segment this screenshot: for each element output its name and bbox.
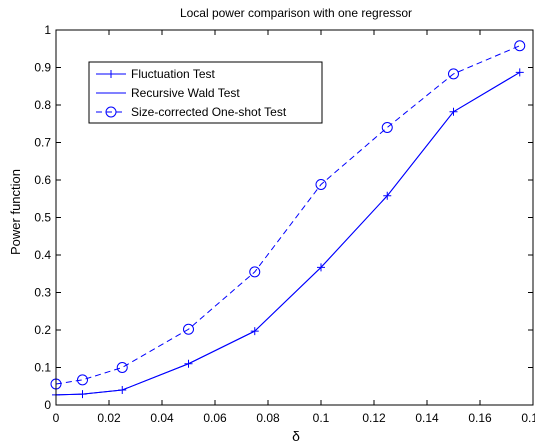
y-tick-label: 0.3: [34, 286, 51, 300]
series-3-point: [315, 179, 327, 190]
legend: Fluctuation Test Recursive Wald Test Size-…: [88, 61, 323, 124]
x-tick-label: 0.18: [521, 411, 535, 425]
series-line-3: [55, 45, 520, 385]
series-3-point: [514, 40, 526, 52]
x-axis-label: δ: [292, 428, 300, 444]
x-tick-label: 0: [53, 411, 60, 425]
axes-frame: [55, 29, 534, 406]
series-3-point: [183, 323, 194, 335]
chart-title: Local power comparison with one regresso…: [180, 6, 412, 20]
series-1-point: [515, 68, 524, 77]
legend-label-3: Size-corrected One-shot Test: [131, 105, 287, 119]
y-axis-label: Power function: [8, 169, 23, 255]
x-tick-label: 0.08: [256, 411, 280, 425]
legend-marker-1: [107, 70, 115, 78]
series-3-point: [448, 68, 459, 80]
axis-ticks: 0 0.02 0.04 0.06 0.08 0.1 0.12 0.14 0.16 0.18 0 0.1…: [34, 23, 535, 425]
x-tick-label: 0.06: [203, 411, 227, 425]
x-tick-label: 0.02: [97, 411, 121, 425]
y-tick-label: 0.2: [34, 323, 51, 337]
legend-box: [88, 61, 323, 124]
y-tick-label: 0.1: [34, 361, 51, 375]
legend-marker-3: [105, 106, 117, 118]
x-tick-label: 0.14: [415, 411, 439, 425]
series-3-point: [116, 362, 128, 373]
series-line-2: [55, 71, 521, 396]
y-tick-label: 0: [44, 398, 51, 412]
x-tick-label: 0.16: [468, 411, 492, 425]
legend-label-2: Recursive Wald Test: [131, 86, 240, 100]
y-tick-label: 0.9: [34, 61, 51, 75]
series-3-point: [77, 374, 88, 386]
y-tick-label: 0.7: [34, 136, 51, 150]
legend-label-1: Fluctuation Test: [131, 67, 215, 81]
series-3-point: [249, 266, 261, 278]
series-3-point: [381, 122, 393, 133]
x-tick-label: 0.04: [150, 411, 174, 425]
x-tick-label: 0.1: [313, 411, 330, 425]
y-tick-label: 1: [44, 23, 51, 37]
y-tick-label: 0.4: [34, 248, 51, 262]
y-tick-label: 0.8: [34, 98, 51, 112]
y-tick-label: 0.6: [34, 173, 51, 187]
x-tick-label: 0.12: [362, 411, 386, 425]
y-tick-label: 0.5: [34, 211, 51, 225]
